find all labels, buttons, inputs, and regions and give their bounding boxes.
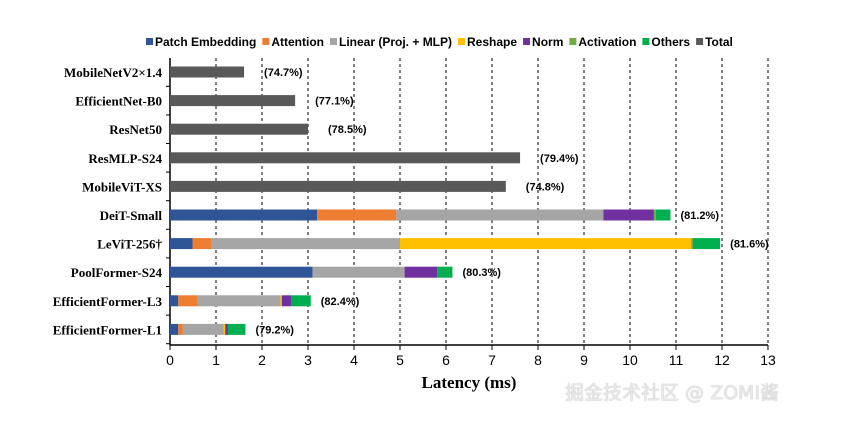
y-category-label: MobileViT-XS xyxy=(82,179,162,194)
x-axis-title: Latency (ms) xyxy=(422,373,517,392)
x-tick-label: 12 xyxy=(714,352,730,368)
bar-segment-total xyxy=(170,66,245,78)
y-category-label: LeViT-256† xyxy=(97,237,162,252)
legend-swatch xyxy=(569,38,577,45)
bar-segment-norm xyxy=(603,209,654,221)
bar-segment-others xyxy=(437,266,453,278)
legend-label: Others xyxy=(651,35,690,49)
bar-segment-linear-proj-mlp- xyxy=(182,323,224,335)
bar-segment-linear-proj-mlp- xyxy=(197,295,281,307)
bar-segment-reshape xyxy=(280,295,282,307)
x-tick-label: 0 xyxy=(166,352,174,368)
bar-segment-reshape xyxy=(400,238,692,250)
x-tick-label: 9 xyxy=(580,352,588,368)
legend-label: Attention xyxy=(271,35,324,49)
legend-swatch xyxy=(642,38,650,45)
bar-segment-total xyxy=(170,95,296,107)
bar-segment-activation xyxy=(653,209,656,221)
y-category-label: MobileNetV2×1.4 xyxy=(64,65,163,80)
bar-segment-linear-proj-mlp- xyxy=(211,238,400,250)
bar-segment-others xyxy=(655,209,671,221)
y-category-label: PoolFormer-S24 xyxy=(71,265,163,280)
bar-segment-reshape xyxy=(223,323,226,335)
legend-swatch xyxy=(146,38,153,45)
bar-segment-others xyxy=(290,295,311,307)
x-tick-label: 10 xyxy=(622,352,638,368)
x-tick-label: 2 xyxy=(258,352,266,368)
x-tick-label: 8 xyxy=(534,352,542,368)
bar-segment-patch-embedding xyxy=(170,266,313,278)
legend-label: Activation xyxy=(578,35,636,49)
bar-segment-others xyxy=(227,323,246,335)
y-category-label: EfficientFormer-L1 xyxy=(53,322,162,337)
bar-segment-attention xyxy=(178,295,198,307)
bar-annotation: (80.3%) xyxy=(462,267,501,279)
bar-segment-linear-proj-mlp- xyxy=(312,266,405,278)
x-tick-label: 5 xyxy=(396,352,404,368)
bar-segment-activation xyxy=(691,238,694,250)
bar-segment-attention xyxy=(317,209,397,221)
bar-segment-attention xyxy=(178,323,183,335)
bar-segment-patch-embedding xyxy=(170,209,318,221)
legend-label: Norm xyxy=(532,35,563,49)
x-tick-label: 7 xyxy=(488,352,496,368)
x-tick-label: 1 xyxy=(212,352,220,368)
x-tick-label: 6 xyxy=(442,352,450,368)
bar-segment-norm xyxy=(281,295,291,307)
bar-segment-total xyxy=(170,152,521,164)
x-tick-label: 4 xyxy=(350,352,358,368)
bar-segment-total xyxy=(170,180,506,192)
bar-segment-norm xyxy=(225,323,228,335)
legend-swatch xyxy=(262,38,270,45)
legend-label: Linear (Proj. + MLP) xyxy=(339,35,452,49)
legend-swatch xyxy=(523,38,531,45)
legend-swatch xyxy=(458,38,466,45)
legend-label: Patch Embedding xyxy=(155,35,256,49)
y-category-label: EfficientFormer-L3 xyxy=(53,294,163,309)
bar-annotation: (81.6%) xyxy=(730,239,769,251)
legend-swatch xyxy=(696,38,704,45)
bar-annotation: (79.2%) xyxy=(255,324,294,336)
legend-label: Reshape xyxy=(467,35,517,49)
watermark: 掘金技术社区 @ ZOMI酱 xyxy=(565,382,780,404)
bar-annotation: (81.2%) xyxy=(680,210,719,222)
bar-annotation: (82.4%) xyxy=(321,296,360,308)
y-category-label: DeiT-Small xyxy=(100,208,163,223)
bar-segment-attention xyxy=(192,238,212,250)
bar-segment-norm xyxy=(404,266,438,278)
x-tick-label: 3 xyxy=(304,352,312,368)
x-tick-label: 11 xyxy=(669,352,684,368)
bar-segment-patch-embedding xyxy=(170,323,179,335)
bar-segment-linear-proj-mlp- xyxy=(396,209,604,221)
x-tick-label: 13 xyxy=(760,352,776,368)
y-category-label: ResMLP-S24 xyxy=(88,151,162,166)
legend-label: Total xyxy=(705,35,733,49)
bar-annotation: (74.7%) xyxy=(264,67,303,79)
legend-swatch xyxy=(330,38,337,45)
bar-segment-others xyxy=(693,238,721,250)
y-category-label: EfficientNet-B0 xyxy=(75,94,162,109)
bar-annotation: (78.5%) xyxy=(328,124,367,136)
y-category-label: ResNet50 xyxy=(109,122,162,137)
bar-segment-total xyxy=(170,123,308,135)
bar-segment-patch-embedding xyxy=(170,295,179,307)
bar-annotation: (79.4%) xyxy=(540,153,579,165)
bar-annotation: (77.1%) xyxy=(315,96,354,108)
bar-annotation: (74.8%) xyxy=(526,181,565,193)
bar-segment-patch-embedding xyxy=(170,238,193,250)
